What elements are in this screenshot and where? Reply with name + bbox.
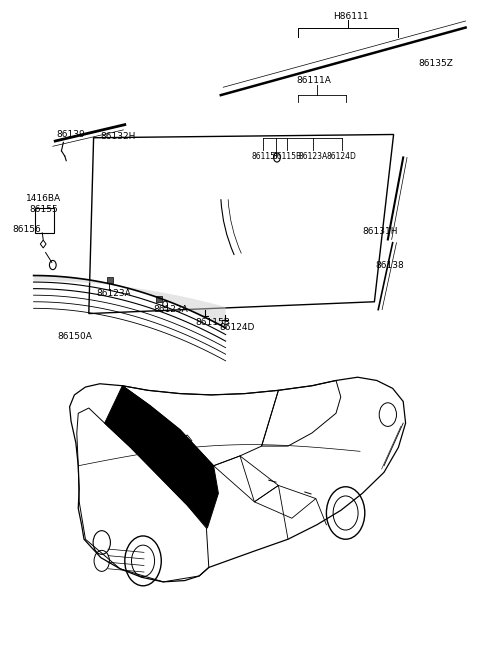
Text: 86150A: 86150A	[58, 332, 93, 341]
Text: 86135Z: 86135Z	[419, 59, 454, 68]
Text: 86123A: 86123A	[154, 305, 188, 314]
Text: 1416BA: 1416BA	[26, 194, 61, 203]
Text: 86124D: 86124D	[219, 323, 254, 333]
Bar	[107, 277, 113, 283]
Text: 86132H: 86132H	[101, 132, 136, 141]
Text: 86111A: 86111A	[297, 76, 332, 85]
Text: 86138: 86138	[375, 260, 404, 270]
Text: 86139: 86139	[57, 130, 85, 139]
Text: 86115B: 86115B	[196, 318, 231, 327]
Text: 86115B: 86115B	[273, 152, 301, 161]
Text: 86156: 86156	[12, 225, 41, 234]
Text: 86155: 86155	[30, 205, 59, 214]
Text: 86124D: 86124D	[327, 152, 357, 161]
Text: H86111: H86111	[334, 12, 369, 21]
Bar	[35, 208, 54, 233]
Text: 86131H: 86131H	[362, 227, 398, 236]
Text: 86123A: 86123A	[96, 289, 131, 298]
Polygon shape	[105, 386, 218, 528]
Text: 86115: 86115	[251, 152, 275, 161]
Text: 86123A: 86123A	[299, 152, 327, 161]
Bar	[156, 296, 162, 302]
Polygon shape	[34, 276, 226, 328]
